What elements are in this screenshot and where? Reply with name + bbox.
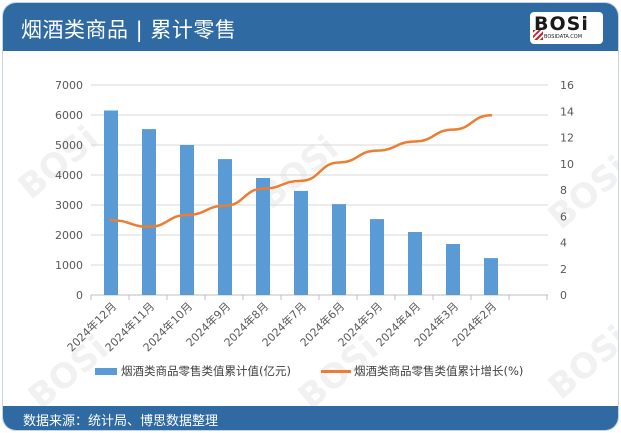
left-axis-tick-label: 6000 (55, 109, 83, 122)
bar (332, 204, 346, 295)
right-axis-tick-label: 6 (560, 210, 567, 223)
left-axis-ticks: 0 1000 2000 3000 4000 5000 6000 7000 (55, 79, 83, 302)
growth-line (109, 113, 493, 229)
right-axis-tick-label: 8 (560, 184, 567, 197)
right-axis-tick-label: 12 (560, 132, 574, 145)
legend-item-bar: 烟酒类商品零售类值累计值(亿元) (95, 363, 291, 379)
right-axis-tick-label: 10 (560, 158, 574, 171)
bar (294, 190, 308, 295)
left-axis-tick-label: 0 (76, 289, 83, 302)
page-title: 烟酒类商品 | 累计零售 (21, 18, 237, 42)
right-axis-tick-label: 0 (560, 289, 567, 302)
left-axis-tick-label: 7000 (55, 79, 83, 92)
left-axis-tick-label: 2000 (55, 229, 83, 242)
header-bar: 烟酒类商品 | 累计零售 BOSi BOSIDATA.COM (3, 3, 618, 51)
bar-series (104, 110, 498, 295)
bar (484, 258, 498, 295)
right-axis-tick-label: 14 (560, 105, 574, 118)
footer-bar: 数据来源：统计局、博思数据整理 (3, 406, 618, 430)
left-axis-tick-label: 5000 (55, 139, 83, 152)
bar (218, 159, 232, 295)
bar (408, 232, 422, 295)
logo-text: BOSi (534, 13, 589, 35)
bar (104, 110, 118, 295)
legend: 烟酒类商品零售类值累计值(亿元) 烟酒类商品零售类值累计增长(%) (3, 363, 618, 383)
bar (180, 145, 194, 295)
line-swatch-icon (321, 369, 351, 373)
right-axis-tick-label: 16 (560, 79, 574, 92)
left-axis-tick-label: 1000 (55, 259, 83, 272)
line-series (109, 113, 493, 229)
legend-line-label: 烟酒类商品零售类值累计增长(%) (354, 364, 524, 378)
bar (256, 178, 270, 295)
x-axis-labels: 2024年12月2024年11月2024年10月2024年9月2024年8月20… (64, 299, 499, 354)
data-source: 数据来源：统计局、博思数据整理 (23, 414, 219, 429)
bar (370, 219, 384, 295)
legend-item-line: 烟酒类商品零售类值累计增长(%) (321, 363, 523, 379)
bar (446, 244, 460, 295)
left-axis-tick-label: 3000 (55, 199, 83, 212)
bar-swatch-icon (95, 367, 117, 375)
right-axis-tick-label: 4 (560, 237, 567, 250)
legend-bar-label: 烟酒类商品零售类值累计值(亿元) (121, 364, 291, 378)
bosi-logo: BOSi BOSIDATA.COM (530, 12, 603, 44)
right-axis-tick-label: 2 (560, 263, 567, 276)
combo-chart: 0 1000 2000 3000 4000 5000 6000 7000 0 2 4 6 8 10 12 1… (55, 79, 574, 354)
logo-subtext: BOSIDATA.COM (544, 34, 583, 40)
right-axis-ticks: 0 2 4 6 8 10 12 14 16 (560, 79, 574, 302)
bar (142, 129, 156, 295)
gridlines (90, 84, 548, 300)
left-axis-tick-label: 4000 (55, 169, 83, 182)
logo-stripe-icon (533, 30, 543, 40)
